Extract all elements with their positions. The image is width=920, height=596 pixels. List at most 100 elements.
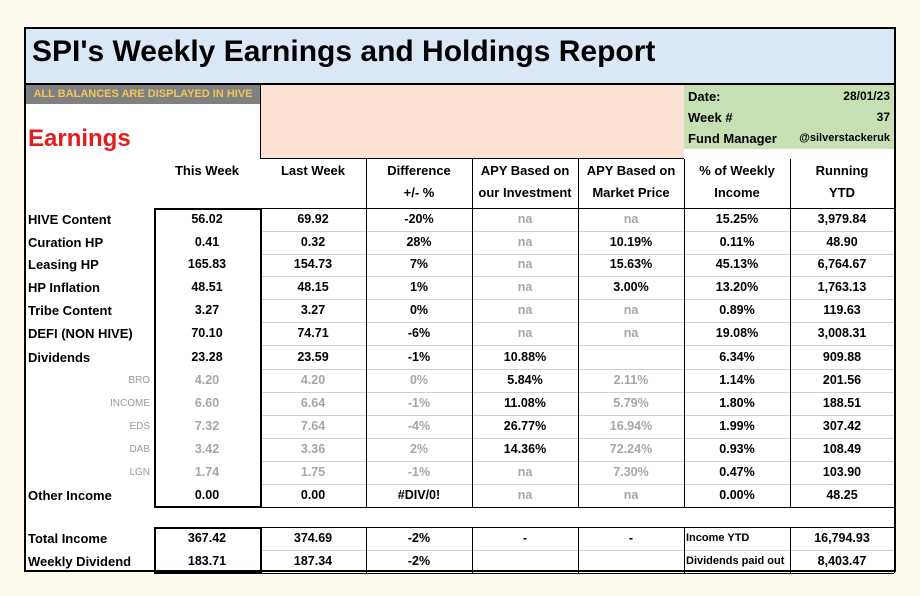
column-header-line1: % of Weekly — [699, 163, 775, 178]
row-label: Leasing HP — [28, 257, 99, 272]
table-cell: 188.51 — [822, 396, 862, 410]
column-header-line1: APY Based on — [480, 163, 570, 178]
table-cell: 7.30% — [613, 465, 649, 479]
total-cell: -2% — [407, 531, 431, 545]
row-line — [260, 392, 894, 393]
table-cell: 11.08% — [504, 396, 546, 410]
table-cell: 3.00% — [613, 280, 649, 294]
column-header-line2: YTD — [829, 185, 855, 200]
table-cell: na — [517, 326, 533, 340]
table-cell: 48.25 — [826, 488, 858, 502]
meta-manager-value: @silverstackeruk — [799, 132, 890, 144]
column-header-line2: +/- % — [403, 185, 435, 200]
total-cell: - — [628, 531, 634, 545]
table-cell: 4.20 — [194, 373, 220, 387]
table-cell: 0.11% — [719, 235, 755, 249]
table-cell: 69.92 — [297, 212, 329, 226]
meta-date-value: 28/01/23 — [843, 89, 890, 103]
row-line — [260, 415, 894, 416]
table-cell: -1% — [407, 465, 431, 479]
header-separator — [472, 159, 473, 208]
table-cell: -1% — [407, 396, 431, 410]
total-cell: 367.42 — [187, 531, 227, 545]
column-header-line2: Market Price — [592, 185, 670, 200]
row-line — [260, 369, 894, 370]
row-sublabel: EDS — [129, 421, 150, 432]
table-cell: -1% — [407, 350, 431, 364]
meta-week-label: Week # — [688, 110, 733, 125]
table-cell: 0.00 — [300, 488, 326, 502]
table-cell: 7% — [409, 257, 429, 271]
column-header-line1: Difference — [387, 163, 451, 178]
row-line — [260, 484, 894, 485]
row-label: HIVE Content — [28, 212, 112, 227]
table-cell: na — [517, 465, 533, 479]
table-cell: na — [623, 303, 639, 317]
table-cell: 28% — [406, 235, 432, 249]
body-top-line — [260, 208, 894, 209]
table-cell: 23.59 — [297, 350, 329, 364]
row-sublabel: BRO — [128, 375, 150, 386]
table-cell: 1.80% — [719, 396, 755, 410]
table-cell: 103.90 — [822, 465, 862, 479]
row-label: Curation HP — [28, 235, 104, 250]
column-line — [684, 208, 685, 507]
title-divider — [26, 83, 894, 85]
row-line — [260, 461, 894, 462]
column-header-line1: APY Based on — [586, 163, 676, 178]
totals-column-line — [684, 527, 685, 573]
table-cell: 74.71 — [297, 326, 329, 340]
table-cell: 23.28 — [191, 350, 223, 364]
row-sublabel: DAB — [129, 444, 150, 455]
column-line — [790, 208, 791, 507]
totals-column-line — [894, 527, 895, 573]
row-line — [260, 254, 894, 255]
table-cell: -4% — [407, 419, 431, 433]
table-cell: -20% — [404, 212, 434, 226]
row-line — [260, 231, 894, 232]
table-cell: 15.63% — [609, 257, 653, 271]
column-header-line1: Running — [815, 163, 869, 178]
table-cell: 1.14% — [719, 373, 755, 387]
row-line — [260, 276, 894, 277]
table-cell: 13.20% — [715, 280, 759, 294]
table-cell: 10.88% — [503, 350, 547, 364]
table-cell: 0.00 — [194, 488, 220, 502]
table-cell: 7.64 — [300, 419, 326, 433]
table-cell: na — [517, 488, 533, 502]
table-cell: -6% — [407, 326, 431, 340]
table-cell: 48.90 — [826, 235, 858, 249]
header-separator — [684, 159, 685, 208]
table-cell: 0.32 — [300, 235, 326, 249]
table-cell: 6.64 — [300, 396, 326, 410]
table-cell: 154.73 — [293, 257, 333, 271]
column-header-line1: Last Week — [280, 163, 346, 178]
table-cell: 16.94% — [609, 419, 653, 433]
totals-column-line — [366, 527, 367, 573]
row-label: Tribe Content — [28, 303, 112, 318]
table-cell: 6,764.67 — [817, 257, 867, 271]
table-cell: na — [517, 212, 533, 226]
column-header-line2: our Investment — [478, 185, 572, 200]
table-cell: 0.93% — [719, 442, 755, 456]
table-cell: 3.42 — [194, 442, 220, 456]
table-cell: 45.13% — [715, 257, 759, 271]
ytd-value: 8,403.47 — [817, 554, 867, 568]
column-line — [366, 208, 367, 507]
total-cell: 183.71 — [187, 554, 227, 568]
table-cell: na — [623, 488, 639, 502]
balance-note: ALL BALANCES ARE DISPLAYED IN HIVE — [26, 85, 260, 104]
table-cell: 56.02 — [191, 212, 223, 226]
table-cell: 909.88 — [822, 350, 862, 364]
row-line — [260, 299, 894, 300]
table-cell: 10.19% — [609, 235, 653, 249]
column-header-line2: Income — [714, 185, 760, 200]
table-cell: 19.08% — [715, 326, 759, 340]
table-cell: na — [517, 280, 533, 294]
totals-column-line — [790, 527, 791, 573]
table-cell: 14.36% — [503, 442, 547, 456]
row-line — [260, 438, 894, 439]
total-cell: 187.34 — [293, 554, 333, 568]
header-panel — [260, 85, 684, 159]
table-cell: 1,763.13 — [817, 280, 867, 294]
